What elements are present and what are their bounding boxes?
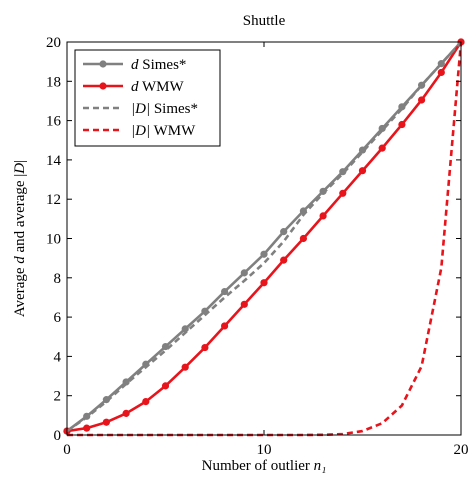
series-0-point [221,287,229,296]
x-axis-label: Number of outlier n₁ [202,458,327,474]
series-1-point [280,256,288,264]
y-tick-label: 8 [54,271,62,287]
series-1-point [240,300,248,308]
legend-entry: |D| Simes* [131,101,198,117]
y-tick-label: 20 [46,35,61,51]
y-tick-label: 12 [46,192,61,208]
series-1-point [418,96,426,104]
series-line-2 [66,41,462,433]
y-tick-label: 6 [54,310,62,326]
series-1-point [181,363,189,371]
x-tick-label: 10 [257,442,272,458]
chart-title: Shuttle [243,13,286,29]
series-1-point [339,189,347,197]
y-tick-label: 4 [54,349,62,365]
legend-entry: |D| WMW [131,123,196,139]
series-1-point [319,212,327,220]
y-axis-label: Average d and average |D| [12,160,28,317]
y-tick-label: 0 [54,428,62,444]
series-1-point [122,409,130,417]
series-0-point [280,228,288,236]
y-tick-label: 18 [46,74,61,90]
series-1-point [299,234,307,243]
series-0-point [240,269,248,277]
series-1-point [201,343,209,352]
legend-marker [99,82,107,90]
ticks-layer: 0 10 20 0 2 4 6 8 10 12 14 16 18 20 [46,35,469,458]
series-1-point [358,167,367,175]
y-tick-label: 2 [54,389,62,405]
x-tick-label: 20 [454,442,469,458]
legend-entry: d Simes* [131,57,186,73]
y-tick-label: 14 [46,153,62,169]
legend-box [74,49,221,147]
series-0-point [181,325,189,333]
legend: d Simes* d WMW |D| Simes* |D| WMW [74,49,221,147]
y-tick-label: 10 [46,232,61,248]
series-1-point [161,382,170,390]
series-0-point [260,250,268,258]
series-1-point [260,279,268,287]
series-1-point [83,424,91,432]
x-tick-label: 0 [63,442,71,458]
legend-entry: d WMW [131,79,184,95]
series-1-point [437,68,445,77]
legend-marker [99,60,107,68]
series-1-point [398,120,406,129]
series-1-point [142,397,150,406]
series-0-point [122,378,130,386]
y-tick-label: 16 [46,114,62,130]
series-1-point [221,322,229,330]
series-1-point [102,418,110,426]
series-1-point [378,144,386,152]
